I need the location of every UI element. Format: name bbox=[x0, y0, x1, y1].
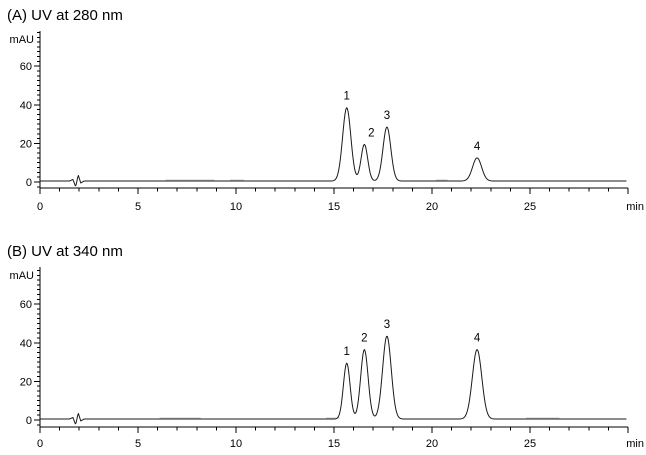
peak-label: 1 bbox=[344, 91, 350, 103]
panel-a-plot: 0 20 40 60 0 5 10 15 20 25 1 23 4 bbox=[20, 31, 629, 213]
panel-b-plot: 0 20 40 60 0 5 10 15 20 25 12 3 4 bbox=[20, 267, 629, 450]
peak-label: 3 bbox=[384, 110, 390, 122]
peak-label: 2 bbox=[368, 127, 374, 139]
panel-b-y-axis-unit: mAU bbox=[10, 270, 35, 282]
x-tick-label: 15 bbox=[328, 438, 340, 450]
panel-a-x-axis-unit: min bbox=[626, 201, 644, 213]
y-tick-label: 20 bbox=[20, 138, 32, 150]
x-tick-label: 5 bbox=[135, 201, 141, 213]
chromatogram-trace bbox=[40, 335, 627, 425]
y-tick-label: 20 bbox=[20, 376, 32, 388]
x-tick-label: 10 bbox=[230, 201, 242, 213]
x-tick-label: 15 bbox=[328, 201, 340, 213]
x-tick-label: 20 bbox=[426, 201, 438, 213]
peak-label: 2 bbox=[361, 333, 367, 345]
peak-label: 4 bbox=[474, 141, 481, 153]
y-tick-label: 0 bbox=[26, 177, 32, 189]
panel-a-y-axis-unit: mAU bbox=[10, 34, 35, 46]
y-tick-label: 60 bbox=[20, 61, 32, 73]
y-tick-label: 60 bbox=[20, 299, 32, 311]
panel-b-x-axis-unit: min bbox=[626, 438, 644, 450]
x-tick-label: 20 bbox=[426, 438, 438, 450]
y-tick-label: 0 bbox=[26, 415, 32, 427]
x-tick-label: 10 bbox=[230, 438, 242, 450]
x-tick-label: 25 bbox=[524, 201, 536, 213]
panel-b-title: (B) UV at 340 nm bbox=[7, 243, 123, 260]
y-tick-label: 40 bbox=[20, 338, 32, 350]
panel-a-title: (A) UV at 280 nm bbox=[7, 7, 123, 24]
peak-label: 3 bbox=[384, 319, 390, 331]
x-tick-label: 5 bbox=[135, 438, 141, 450]
x-tick-label: 25 bbox=[524, 438, 536, 450]
x-tick-label: 0 bbox=[37, 201, 43, 213]
y-tick-label: 40 bbox=[20, 100, 32, 112]
peak-label: 1 bbox=[344, 346, 350, 358]
chromatogram-trace bbox=[40, 107, 627, 187]
peak-label: 4 bbox=[474, 333, 481, 345]
x-tick-label: 0 bbox=[37, 438, 43, 450]
